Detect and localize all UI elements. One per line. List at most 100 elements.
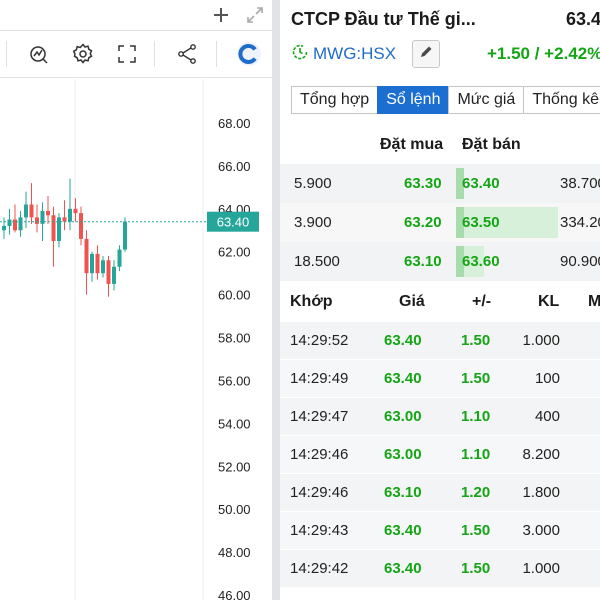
price-axis-tick: 52.00 <box>218 459 251 474</box>
last-price-badge <box>207 211 259 232</box>
col-price-header: Giá <box>399 293 425 310</box>
candlestick-chart[interactable]: 68.0066.0064.0062.0060.0058.0056.0054.00… <box>0 79 274 600</box>
ask-price[interactable]: 63.60 <box>462 253 500 270</box>
bid-price[interactable]: 63.20 <box>404 214 442 231</box>
indicator-icon[interactable] <box>22 31 56 77</box>
last-price-label: 63.40 <box>217 215 250 230</box>
candle[interactable] <box>46 195 50 224</box>
candle[interactable] <box>40 202 45 241</box>
match-time: 14:29:43 <box>290 522 349 539</box>
candle[interactable] <box>90 251 94 282</box>
price-axis-tick: 48.00 <box>218 545 251 560</box>
match-volume: 400 <box>534 408 560 425</box>
col-volume-header: KL <box>538 293 560 310</box>
candle[interactable] <box>24 191 28 229</box>
bid-header: Đặt mua <box>380 136 444 153</box>
candle[interactable] <box>123 217 127 252</box>
ask-bar-accent <box>456 168 464 199</box>
match-time: 14:29:46 <box>290 484 349 501</box>
edit-button[interactable] <box>412 40 440 68</box>
tab-bar: Tổng hợp Sổ lệnh Mức giá Thống kê <box>291 86 600 114</box>
match-volume: 100 <box>534 370 560 387</box>
tab-thong-ke[interactable]: Thống kê <box>523 86 600 114</box>
fullscreen-icon[interactable] <box>110 31 144 77</box>
match-time: 14:29:52 <box>290 332 349 349</box>
order-book-row: 3.900 63.20 63.50 334.200 <box>280 203 600 242</box>
ask-price[interactable]: 63.40 <box>462 175 500 192</box>
pane-divider[interactable] <box>272 0 280 600</box>
price-change: +1.50 / +2.42% <box>487 44 600 63</box>
match-change: 1.50 <box>461 560 491 577</box>
tab-muc-gia[interactable]: Mức giá <box>448 86 525 114</box>
share-icon[interactable] <box>170 31 204 77</box>
order-book: 5.900 63.30 63.40 38.700 3.900 63.20 63.… <box>280 164 600 281</box>
match-price: 63.40 <box>384 560 422 577</box>
candle[interactable] <box>35 204 39 233</box>
candle[interactable] <box>57 213 61 248</box>
candle[interactable] <box>101 256 105 278</box>
match-change: 1.50 <box>461 332 491 349</box>
order-book-header: Đặt mua Đặt bán <box>280 130 600 160</box>
match-row: 14:29:52 63.40 1.50 1.000 <box>280 322 600 360</box>
candle[interactable] <box>79 206 83 246</box>
candle[interactable] <box>18 210 23 237</box>
clock-icon <box>291 43 309 66</box>
match-price: 63.40 <box>384 332 422 349</box>
price-axis-tick: 54.00 <box>218 416 251 431</box>
match-price: 63.10 <box>384 484 422 501</box>
col-change-header: +/- <box>472 293 492 310</box>
match-row: 14:29:47 63.00 1.10 400 <box>280 398 600 436</box>
header-price: 63.4 <box>566 9 600 29</box>
match-time: 14:29:46 <box>290 446 349 463</box>
bid-qty: 5.900 <box>294 175 332 192</box>
plus-icon[interactable] <box>204 0 238 38</box>
expand-icon[interactable] <box>238 0 272 38</box>
ticker-symbol[interactable]: MWG:HSX <box>313 44 397 63</box>
tab-tong-hop[interactable]: Tổng hợp <box>291 86 379 114</box>
ask-price[interactable]: 63.50 <box>462 214 500 231</box>
price-axis-tick: 66.00 <box>218 159 251 174</box>
candle[interactable] <box>51 206 56 267</box>
candle[interactable] <box>68 178 72 231</box>
candle[interactable] <box>62 200 67 231</box>
price-axis-tick: 50.00 <box>218 502 251 517</box>
match-change: 1.10 <box>461 408 491 425</box>
quote-panel: CTCP Đầu tư Thế gi... 63.4 MWG:HSX +1.50… <box>280 0 600 600</box>
match-row: 14:29:46 63.10 1.20 1.800 <box>280 474 600 512</box>
brand-logo-icon[interactable] <box>232 31 266 77</box>
candle[interactable] <box>73 198 78 222</box>
candle[interactable] <box>84 230 89 295</box>
chart-topbar <box>0 0 274 30</box>
ask-qty: 334.200 <box>560 214 600 231</box>
candle[interactable] <box>112 260 116 291</box>
match-price: 63.00 <box>384 408 422 425</box>
candle[interactable] <box>95 245 100 280</box>
match-row: 14:29:43 63.40 1.50 3.000 <box>280 512 600 550</box>
match-change: 1.10 <box>461 446 491 463</box>
price-axis-tick: 68.00 <box>218 116 251 131</box>
bid-qty: 3.900 <box>294 214 332 231</box>
bid-price[interactable]: 63.30 <box>404 175 442 192</box>
candle[interactable] <box>13 204 17 233</box>
ticker-row: MWG:HSX <box>291 42 396 66</box>
candle[interactable] <box>2 217 6 239</box>
ask-bar-accent <box>456 207 464 238</box>
match-volume: 1.000 <box>522 560 560 577</box>
gear-icon[interactable] <box>66 31 100 77</box>
match-volume: 1.000 <box>522 332 560 349</box>
match-change: 1.50 <box>461 370 491 387</box>
match-row: 14:29:42 63.40 1.50 1.000 <box>280 550 600 588</box>
match-change: 1.20 <box>461 484 491 501</box>
chart-pane: 68.00 66.00 64.00 62.00 60.00 58.00 56.00 54.00… <box>0 0 274 600</box>
match-price: 63.00 <box>384 446 422 463</box>
bid-qty: 18.500 <box>294 253 340 270</box>
candle[interactable] <box>106 256 111 297</box>
match-volume: 8.200 <box>522 446 560 463</box>
bid-price[interactable]: 63.10 <box>404 253 442 270</box>
candle[interactable] <box>117 245 122 272</box>
candle[interactable] <box>29 183 34 224</box>
tab-so-lenh[interactable]: Sổ lệnh <box>377 86 450 114</box>
order-book-row: 18.500 63.10 63.60 90.900 <box>280 242 600 281</box>
match-price: 63.40 <box>384 522 422 539</box>
ask-qty: 38.700 <box>560 175 600 192</box>
